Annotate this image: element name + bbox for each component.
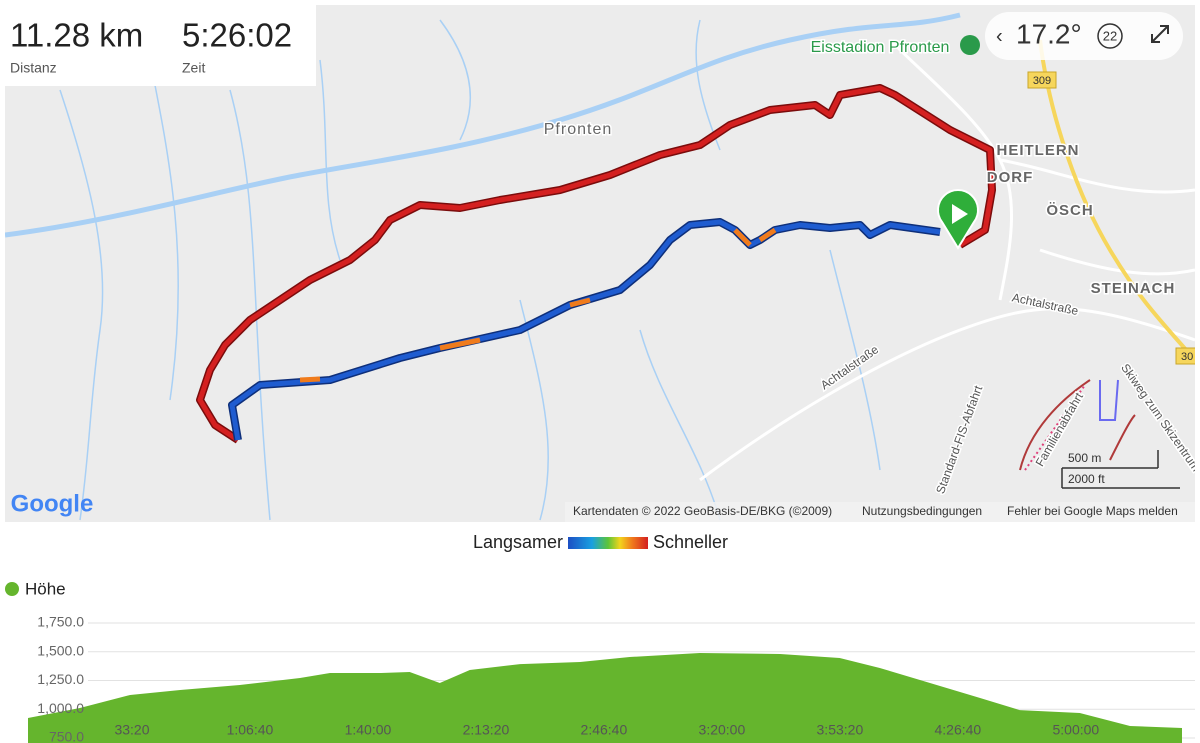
- map-attribution: Kartendaten © 2022 GeoBasis-DE/BKG (©200…: [573, 504, 832, 518]
- x-tick-label: 1:06:40: [227, 722, 274, 738]
- map-logo: Google: [11, 490, 94, 517]
- y-tick-label: 750.0: [49, 729, 84, 743]
- map-place: Eisstadion Pfronten: [811, 39, 950, 56]
- back-arrow[interactable]: ‹: [996, 25, 1003, 47]
- stats-panel: [0, 0, 316, 86]
- zoom-level: 22: [1103, 28, 1117, 43]
- scale-bar: [1061, 450, 1180, 489]
- route-fast: [197, 85, 995, 443]
- poi-icon: [960, 35, 980, 55]
- road-shield: [1175, 347, 1195, 365]
- ski-slopes: [1019, 379, 1136, 471]
- road-shield: [1027, 71, 1057, 89]
- river: [5, 12, 961, 238]
- road-number: 30: [1181, 351, 1193, 363]
- y-tick-label: 1,250.0: [37, 671, 84, 687]
- elevation-area: [28, 653, 1182, 743]
- x-tick-label: 2:13:20: [463, 722, 510, 738]
- speed-gradient: [568, 537, 648, 549]
- stat-time-label: Zeit: [182, 60, 205, 76]
- attribution-bar: [565, 502, 1195, 522]
- y-tick-label: 1,750.0: [37, 614, 84, 630]
- zoom-badge: [1097, 23, 1123, 49]
- scale-imperial: 2000 ft: [1068, 472, 1105, 486]
- x-tick-label: 5:00:00: [1052, 722, 1099, 738]
- fullscreen-button[interactable]: [1151, 25, 1169, 43]
- road-number: 309: [1033, 75, 1051, 87]
- map-background: [5, 5, 1195, 522]
- stat-distance-label: Distanz: [10, 60, 57, 76]
- x-tick-label: 33:20: [114, 722, 149, 738]
- map-place: STEINACH: [1091, 280, 1176, 297]
- route-slow: [229, 219, 941, 441]
- x-tick-label: 3:53:20: [817, 722, 864, 738]
- main-road: [1038, 39, 1195, 362]
- elevation-chart: Höhe 750.0 1,000.0 1,250.0 1,500.0 1,750.0 33:…: [5, 579, 1195, 743]
- speed-legend-fast: Schneller: [653, 532, 728, 552]
- stat-distance: 11.28 km: [10, 17, 143, 54]
- scale-metric: 500 m: [1068, 451, 1101, 465]
- map-place: Pfronten: [544, 121, 612, 138]
- y-tick-label: 1,000.0: [37, 700, 84, 716]
- map-place: DORF: [987, 169, 1034, 186]
- map-place: HEITLERN: [997, 142, 1080, 159]
- legend-swatch: [5, 582, 19, 596]
- route-medium: [299, 227, 777, 383]
- map-terms[interactable]: Nutzungsbedingungen: [862, 504, 982, 518]
- x-tick-label: 4:26:40: [935, 722, 982, 738]
- weather-temperature: 17.2°: [1016, 18, 1082, 49]
- y-tick-label: 1,500.0: [37, 642, 84, 658]
- map-place: ÖSCH: [1046, 202, 1093, 219]
- x-tick-label: 1:40:00: [345, 722, 392, 738]
- x-tick-label: 2:46:40: [581, 722, 628, 738]
- x-tick-label: 3:20:00: [699, 722, 746, 738]
- map-controls: [985, 12, 1183, 60]
- streams: [59, 19, 881, 521]
- speed-legend-slow: Langsamer: [473, 532, 563, 552]
- start-marker[interactable]: [937, 189, 979, 250]
- stat-time: 5:26:02: [182, 17, 292, 54]
- legend-label: Höhe: [25, 579, 66, 598]
- map[interactable]: Eisstadion Pfronten Pfronten HEITLERN DO…: [5, 5, 1200, 522]
- map-report[interactable]: Fehler bei Google Maps melden: [1007, 504, 1178, 518]
